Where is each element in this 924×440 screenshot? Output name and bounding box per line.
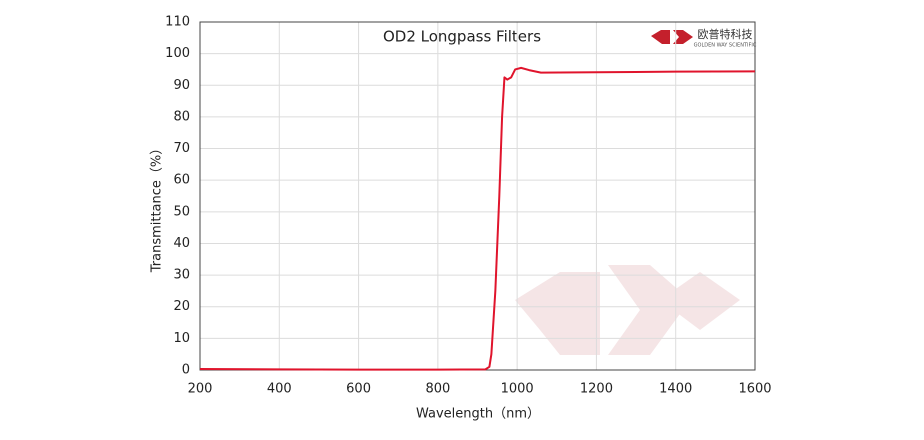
logo-mark <box>673 30 693 44</box>
x-tick-label: 200 <box>188 382 213 397</box>
x-tick-label: 1200 <box>580 382 613 397</box>
x-tick-label: 800 <box>425 382 450 397</box>
data-line <box>199 66 756 371</box>
logo-mark <box>651 30 670 44</box>
y-tick-label: 10 <box>173 331 190 346</box>
y-tick-label: 70 <box>173 141 190 156</box>
x-tick-label: 1600 <box>738 382 771 397</box>
y-tick-label: 60 <box>173 173 190 188</box>
y-tick-label: 80 <box>173 109 190 124</box>
x-tick-label: 600 <box>346 382 371 397</box>
x-axis-label: Wavelength（nm） <box>416 407 540 422</box>
logo <box>651 30 693 44</box>
watermark <box>515 265 740 355</box>
y-tick-label: 0 <box>182 363 190 378</box>
y-tick-label: 90 <box>173 78 190 93</box>
y-tick-label: 40 <box>173 236 190 251</box>
y-tick-label: 20 <box>173 299 190 314</box>
y-axis-label: Transmittance（%） <box>150 142 165 274</box>
y-tick-label: 100 <box>165 46 190 61</box>
y-tick-label: 110 <box>165 15 190 30</box>
chart-title: OD2 Longpass Filters <box>383 28 541 46</box>
y-tick-label: 30 <box>173 268 190 283</box>
x-tick-label: 1000 <box>501 382 534 397</box>
x-tick-label: 1400 <box>659 382 692 397</box>
y-tick-label: 50 <box>173 204 190 219</box>
brand-name: 欧普特科技 <box>698 27 753 41</box>
brand-subtitle: GOLDEN WAY SCIENTIFIC <box>694 43 757 49</box>
x-tick-label: 400 <box>267 382 292 397</box>
